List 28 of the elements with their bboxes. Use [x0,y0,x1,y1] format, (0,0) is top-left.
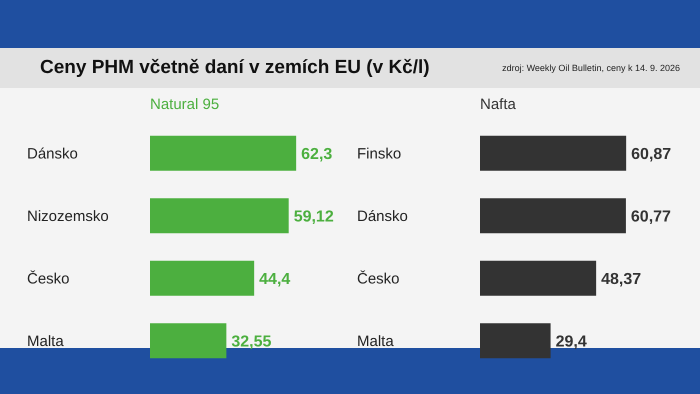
bar [480,260,596,296]
text: zdroj: Weekly Oil Bulletin, ceny k 14. 9. 2026 [502,63,680,73]
data-label: 29,4 [556,333,587,350]
bar [150,198,289,234]
bar [150,136,296,171]
data-label: 60,77 [630,208,672,226]
data-label: 62,3 [301,146,332,163]
chart-title: Ceny PHM včetně daní v zemích EU (v Kč/l) [40,57,430,79]
bar [480,136,626,171]
y-tick-label: Česko [357,270,400,288]
y-tick-label: Česko [27,270,70,288]
y-tick-label: Malta [357,333,394,350]
data-label: 44,4 [259,270,290,288]
y-tick-label: Malta [27,333,64,350]
y-tick-label: Finsko [357,146,402,163]
y-tick-label: Nizozemsko [27,208,109,226]
series-label: Natural 95 [150,96,220,113]
data-label: 48,37 [601,270,642,288]
bar [480,323,551,358]
data-label: 59,12 [294,208,334,226]
data-label: 60,87 [631,146,672,163]
data-label: 32,55 [231,333,272,350]
y-tick-label: Dánsko [27,146,78,163]
bar [150,323,226,358]
bar [150,260,254,296]
bar [480,198,626,234]
series-label: Nafta [480,96,516,113]
y-tick-label: Dánsko [357,208,408,226]
